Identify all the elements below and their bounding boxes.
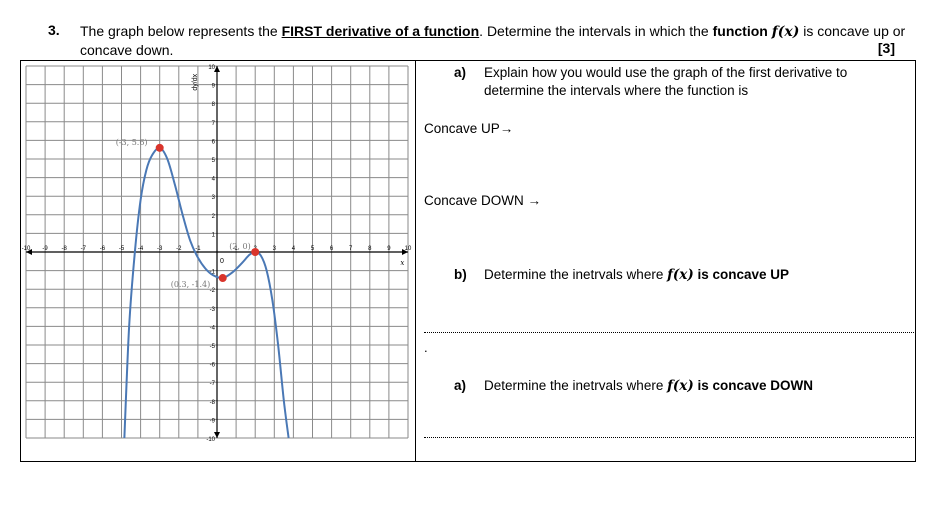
y-tick-label: -2 xyxy=(210,288,216,294)
y-tick-label: 5 xyxy=(212,158,216,164)
y-tick-label: -3 xyxy=(210,307,216,313)
x-tick-label: 9 xyxy=(387,246,391,252)
x-tick-label: -7 xyxy=(81,246,87,252)
question-number: 3. xyxy=(48,22,60,38)
derivative-curve xyxy=(123,146,290,439)
x-tick-label: -2 xyxy=(176,246,182,252)
y-tick-label: -4 xyxy=(210,325,216,331)
x-tick-label: 5 xyxy=(311,246,315,252)
y-tick-label: -1 xyxy=(210,270,216,276)
x-tick-label: -5 xyxy=(119,246,125,252)
x-tick-label: -4 xyxy=(138,246,144,252)
y-axis-label: dy/dx xyxy=(192,73,199,90)
x-axis-label: x xyxy=(400,259,404,267)
x-tick-label: -9 xyxy=(42,246,48,252)
x-tick-label: 3 xyxy=(273,246,277,252)
y-tick-label: 8 xyxy=(212,102,216,108)
x-tick-label: 1 xyxy=(234,246,238,252)
concave-up-label: Concave UP→ xyxy=(424,121,514,136)
critical-point xyxy=(155,143,164,152)
y-tick-label: -8 xyxy=(210,400,216,406)
y-tick-label: 7 xyxy=(212,121,216,127)
y-tick-label: 4 xyxy=(212,177,216,183)
y-tick-label: 1 xyxy=(212,232,216,238)
y-tick-label: -9 xyxy=(210,418,216,424)
question-text: The graph below represents the FIRST der… xyxy=(80,23,906,58)
stray-dot: . xyxy=(424,340,428,355)
x-axis-arrow xyxy=(402,249,408,255)
question-marks: [3] xyxy=(877,40,895,56)
y-tick-label: 2 xyxy=(212,214,216,220)
y-tick-label: -10 xyxy=(206,437,215,442)
y-tick-label: -5 xyxy=(210,344,216,350)
y-axis-arrow-down xyxy=(214,432,220,438)
point-label: (2, 0) xyxy=(229,242,251,251)
point-label: (-3, 5.6) xyxy=(116,138,148,147)
critical-point xyxy=(218,274,227,283)
answer-table xyxy=(20,60,916,462)
x-axis-arrow-left xyxy=(26,249,32,255)
first-derivative-phrase: FIRST derivative of a function xyxy=(281,23,480,39)
x-tick-label: -3 xyxy=(157,246,163,252)
table-divider xyxy=(415,60,416,462)
x-tick-label: 0 xyxy=(220,258,224,265)
x-tick-label: -1 xyxy=(195,246,201,252)
x-tick-label: -8 xyxy=(62,246,68,252)
x-tick-label: 8 xyxy=(368,246,372,252)
x-tick-label: -10 xyxy=(22,246,31,252)
concave-down-label: Concave DOWN → xyxy=(424,193,542,208)
y-tick-label: 10 xyxy=(208,65,215,71)
x-tick-label: -6 xyxy=(100,246,106,252)
x-tick-label: 6 xyxy=(330,246,334,252)
y-tick-label: 3 xyxy=(212,195,216,201)
answer-column: a) Explain how you would use the graph o… xyxy=(416,60,916,462)
derivative-graph: -10-9-8-7-6-5-4-3-2-10123456789101098765… xyxy=(22,65,412,442)
answer-line-a2[interactable] xyxy=(424,437,914,438)
x-tick-label: 10 xyxy=(405,246,412,252)
y-tick-label: 9 xyxy=(212,84,216,90)
y-axis-arrow xyxy=(214,66,220,72)
x-tick-label: 4 xyxy=(292,246,296,252)
y-tick-label: -7 xyxy=(210,381,216,387)
y-tick-label: -6 xyxy=(210,363,216,369)
critical-point xyxy=(251,248,260,256)
x-tick-label: 7 xyxy=(349,246,353,252)
answer-line-b[interactable] xyxy=(424,332,914,333)
y-tick-label: 6 xyxy=(212,139,216,145)
point-label: (0.3, -1.4) xyxy=(171,280,210,289)
